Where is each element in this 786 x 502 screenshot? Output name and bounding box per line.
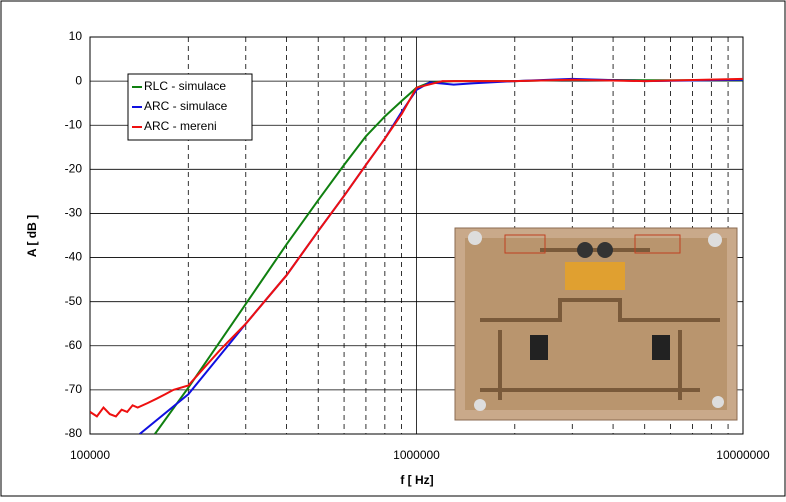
y-tick-label: -40 xyxy=(65,250,83,264)
legend-box xyxy=(127,73,253,141)
y-axis-label: A [ dB ] xyxy=(25,215,39,257)
y-tick-label: -70 xyxy=(65,382,83,396)
y-tick-label: -80 xyxy=(65,426,83,440)
y-tick-label: -10 xyxy=(65,117,83,131)
x-tick-label: 1000000 xyxy=(393,448,440,462)
series-line xyxy=(90,77,743,418)
y-tick-label: -20 xyxy=(65,162,83,176)
legend-label: ARC - simulace xyxy=(144,99,228,113)
legend-label: ARC - mereni xyxy=(144,119,217,133)
y-tick-label: -30 xyxy=(65,206,83,220)
y-tick-label: 10 xyxy=(69,29,83,43)
x-axis-label: f [ Hz] xyxy=(400,473,433,487)
plot-frame xyxy=(89,36,744,435)
x-tick-label: 100000 xyxy=(70,448,110,462)
y-tick-label: 0 xyxy=(75,73,82,87)
legend-label: RLC - simulace xyxy=(144,79,226,93)
y-tick-label: -50 xyxy=(65,294,83,308)
y-tick-label: -60 xyxy=(65,338,83,352)
x-tick-label: 10000000 xyxy=(716,448,770,462)
pcb-photo xyxy=(454,227,738,421)
legend: RLC - simulace ARC - simulace ARC - mereni xyxy=(127,73,253,141)
